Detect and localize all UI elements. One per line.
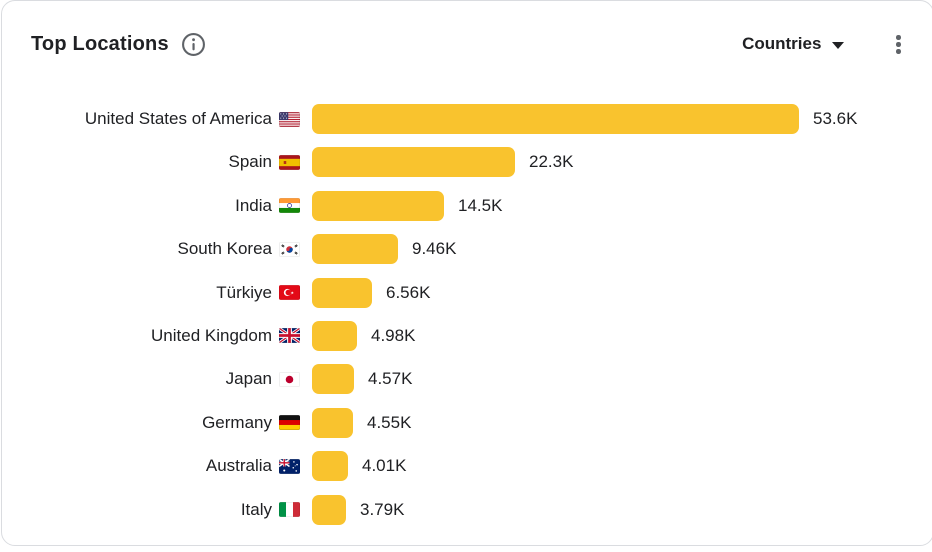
country-label: Australia xyxy=(31,456,300,476)
bar-value: 4.57K xyxy=(368,369,413,389)
bar-value: 22.3K xyxy=(529,152,574,172)
country-label: United States of America xyxy=(31,109,300,129)
country-name: United Kingdom xyxy=(151,325,272,345)
bar[interactable] xyxy=(312,320,357,351)
bar[interactable] xyxy=(312,277,372,308)
bar[interactable] xyxy=(312,494,346,525)
chevron-down-icon xyxy=(832,41,845,49)
country-label: Japan xyxy=(31,369,300,389)
bar-value: 4.55K xyxy=(367,412,412,432)
country-name: Japan xyxy=(225,369,272,389)
bar[interactable] xyxy=(312,104,799,134)
flag-in-icon xyxy=(279,198,300,214)
chart-row: Türkiye 6.56K xyxy=(31,277,857,308)
bar-value: 53.6K xyxy=(813,109,858,128)
country-label: Türkiye xyxy=(31,283,300,303)
bar[interactable] xyxy=(312,234,398,265)
chart-row: Japan 4.57K xyxy=(31,364,857,395)
flag-de-icon xyxy=(279,415,300,431)
country-name: India xyxy=(235,195,272,215)
chart-row: South Korea 9.46K xyxy=(31,234,857,265)
country-label: India xyxy=(31,196,300,216)
country-label: Germany xyxy=(31,413,300,433)
flag-it-icon xyxy=(279,502,300,517)
flag-tr-icon xyxy=(279,285,300,300)
flag-jp-icon xyxy=(279,371,300,387)
flag-kr-icon xyxy=(279,241,300,257)
bar-chart: United States of America 53.6K Spain 22.… xyxy=(31,104,857,538)
bar[interactable] xyxy=(312,190,444,221)
header-actions: Countries xyxy=(742,31,907,58)
chart-row: India 14.5K xyxy=(31,190,857,221)
country-name: Italy xyxy=(240,499,272,519)
chart-row: United States of America 53.6K xyxy=(31,104,857,134)
bar[interactable] xyxy=(312,451,348,482)
country-label: Spain xyxy=(31,152,300,172)
countries-dropdown[interactable]: Countries xyxy=(742,34,845,54)
flag-au-icon xyxy=(279,458,300,474)
bar-value: 14.5K xyxy=(458,195,503,215)
bar-value: 9.46K xyxy=(412,239,457,259)
flag-es-icon xyxy=(279,155,300,170)
bar-value: 4.01K xyxy=(362,456,407,476)
card-title: Top Locations xyxy=(31,32,169,55)
flag-gb-icon xyxy=(279,328,300,344)
country-name: Germany xyxy=(202,412,272,432)
country-name: Spain xyxy=(228,152,272,172)
chart-row: United Kingdom 4.98K xyxy=(31,320,857,351)
country-name: United States of America xyxy=(84,109,272,128)
chart-row: Australia 4.01K xyxy=(31,451,857,482)
country-name: Australia xyxy=(205,456,272,476)
country-label: South Korea xyxy=(31,239,300,259)
bar-value: 4.98K xyxy=(371,325,416,345)
bar-value: 6.56K xyxy=(386,282,431,302)
country-name: South Korea xyxy=(177,239,272,259)
country-name: Türkiye xyxy=(216,282,272,302)
bar[interactable] xyxy=(312,407,353,438)
bar-value: 3.79K xyxy=(360,499,405,519)
card-header: Top Locations Countries xyxy=(31,31,907,58)
bar[interactable] xyxy=(312,147,515,178)
dropdown-selected-value: Countries xyxy=(742,34,822,54)
chart-row: Spain 22.3K xyxy=(31,147,857,178)
kebab-menu-icon[interactable] xyxy=(890,31,907,58)
country-label: Italy xyxy=(31,500,300,520)
chart-row: Germany 4.55K xyxy=(31,407,857,438)
chart-row: Italy 3.79K xyxy=(31,494,857,525)
country-label: United Kingdom xyxy=(31,326,300,346)
info-icon[interactable] xyxy=(181,32,206,57)
flag-us-icon xyxy=(279,111,300,127)
bar[interactable] xyxy=(312,364,354,395)
